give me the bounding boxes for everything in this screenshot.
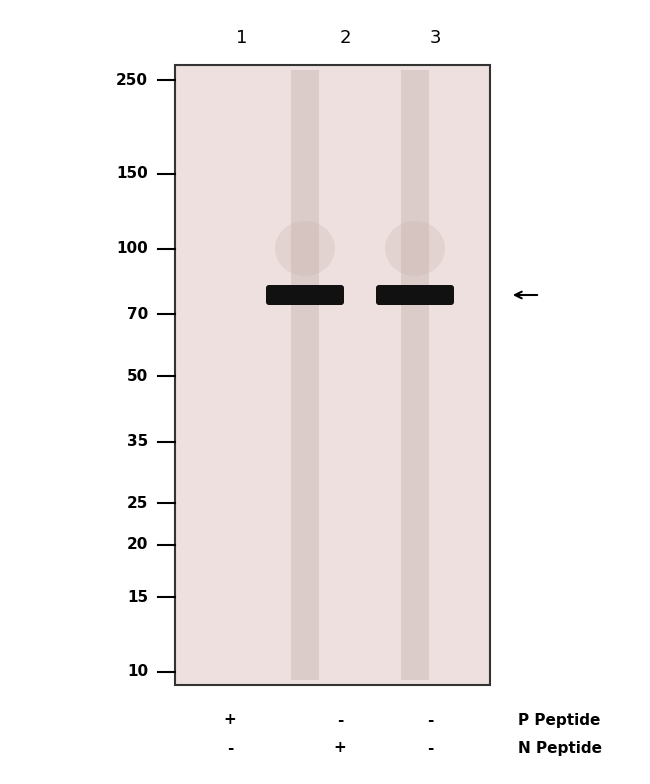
Text: 20: 20: [127, 537, 148, 552]
Text: +: +: [333, 741, 346, 756]
Text: 3: 3: [429, 29, 441, 47]
Text: 35: 35: [127, 434, 148, 449]
Bar: [291, 70, 319, 680]
FancyBboxPatch shape: [376, 285, 454, 305]
Text: N Peptide: N Peptide: [518, 741, 602, 756]
Text: P Peptide: P Peptide: [518, 713, 601, 728]
Text: -: -: [427, 741, 433, 756]
Text: 15: 15: [127, 590, 148, 605]
Text: -: -: [337, 713, 343, 728]
Ellipse shape: [385, 221, 445, 276]
Text: +: +: [224, 713, 237, 728]
Text: 25: 25: [127, 496, 148, 511]
Text: 70: 70: [127, 307, 148, 321]
Text: 1: 1: [237, 29, 248, 47]
Bar: [175, 65, 490, 685]
Text: -: -: [227, 741, 233, 756]
Bar: [401, 70, 429, 680]
FancyBboxPatch shape: [266, 285, 344, 305]
Text: 2: 2: [339, 29, 351, 47]
Text: 10: 10: [127, 665, 148, 680]
Text: 150: 150: [116, 166, 148, 181]
Text: 50: 50: [127, 368, 148, 383]
Text: 250: 250: [116, 72, 148, 88]
Text: -: -: [427, 713, 433, 728]
Text: 100: 100: [116, 241, 148, 256]
Ellipse shape: [275, 221, 335, 276]
